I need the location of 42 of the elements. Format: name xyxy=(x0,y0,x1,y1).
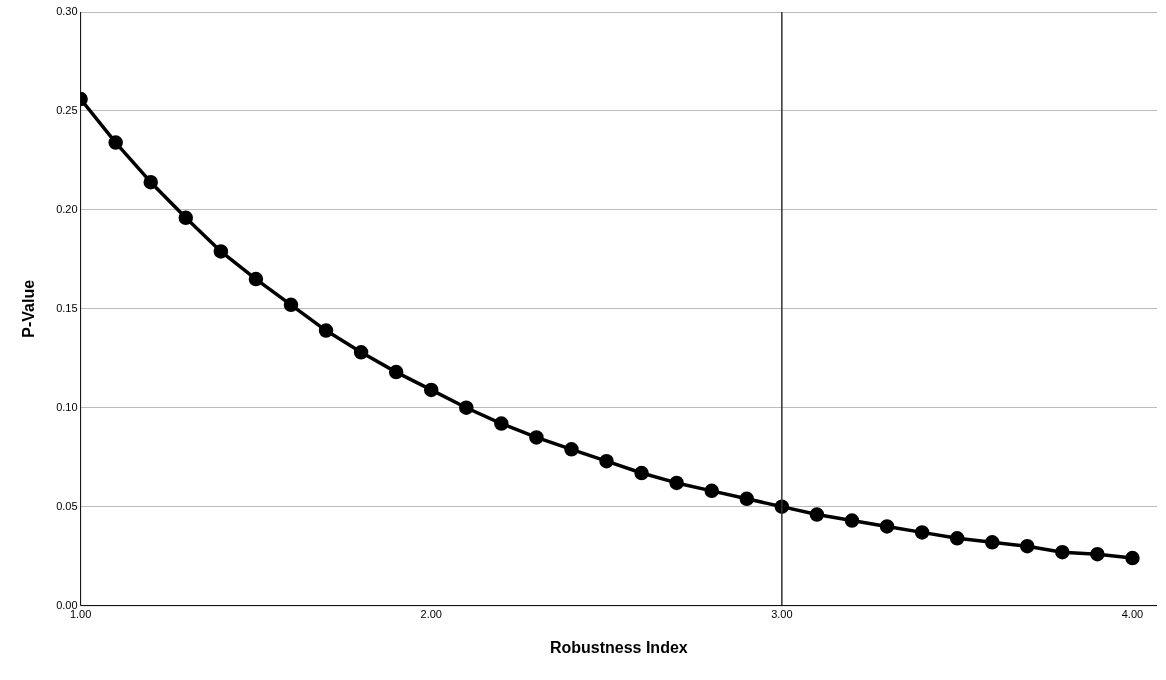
point xyxy=(1125,550,1140,566)
point xyxy=(984,535,1000,550)
point xyxy=(809,507,825,522)
point xyxy=(739,491,755,506)
point xyxy=(564,442,579,457)
x-tick-label: 4.00 xyxy=(1121,608,1144,621)
point xyxy=(108,135,123,150)
point xyxy=(353,345,369,360)
point xyxy=(914,525,930,540)
point xyxy=(1090,546,1105,562)
x-tick-label: 3.00 xyxy=(771,608,793,621)
point xyxy=(879,519,895,534)
y-tick-label: 0.00 xyxy=(56,598,78,611)
y-tick-label: 0.25 xyxy=(56,103,78,116)
point xyxy=(143,174,158,190)
point xyxy=(423,382,439,398)
point xyxy=(318,323,334,338)
point xyxy=(459,400,474,415)
point xyxy=(248,271,264,287)
point xyxy=(669,475,684,491)
y-tick-label: 0.05 xyxy=(56,499,78,512)
point xyxy=(599,453,614,469)
point xyxy=(844,513,860,528)
y-tick-label: 0.30 xyxy=(56,5,78,18)
point xyxy=(634,465,649,481)
point xyxy=(494,416,509,431)
y-tick-label: 0.15 xyxy=(56,301,78,314)
point xyxy=(704,483,719,499)
y-tick-label: 0.10 xyxy=(56,400,78,413)
point xyxy=(949,531,965,546)
point xyxy=(283,297,299,313)
x-tick-label: 1.00 xyxy=(69,608,92,621)
point xyxy=(213,244,229,259)
point xyxy=(178,210,194,226)
point xyxy=(1055,544,1070,560)
x-tick-label: 2.00 xyxy=(420,608,442,621)
point xyxy=(1020,538,1035,554)
point xyxy=(529,430,544,445)
y-tick-label: 0.20 xyxy=(56,202,78,215)
point xyxy=(388,364,404,380)
x-axis-title: Robustness Index xyxy=(549,638,688,656)
y-axis-title: P-Value xyxy=(20,279,38,338)
